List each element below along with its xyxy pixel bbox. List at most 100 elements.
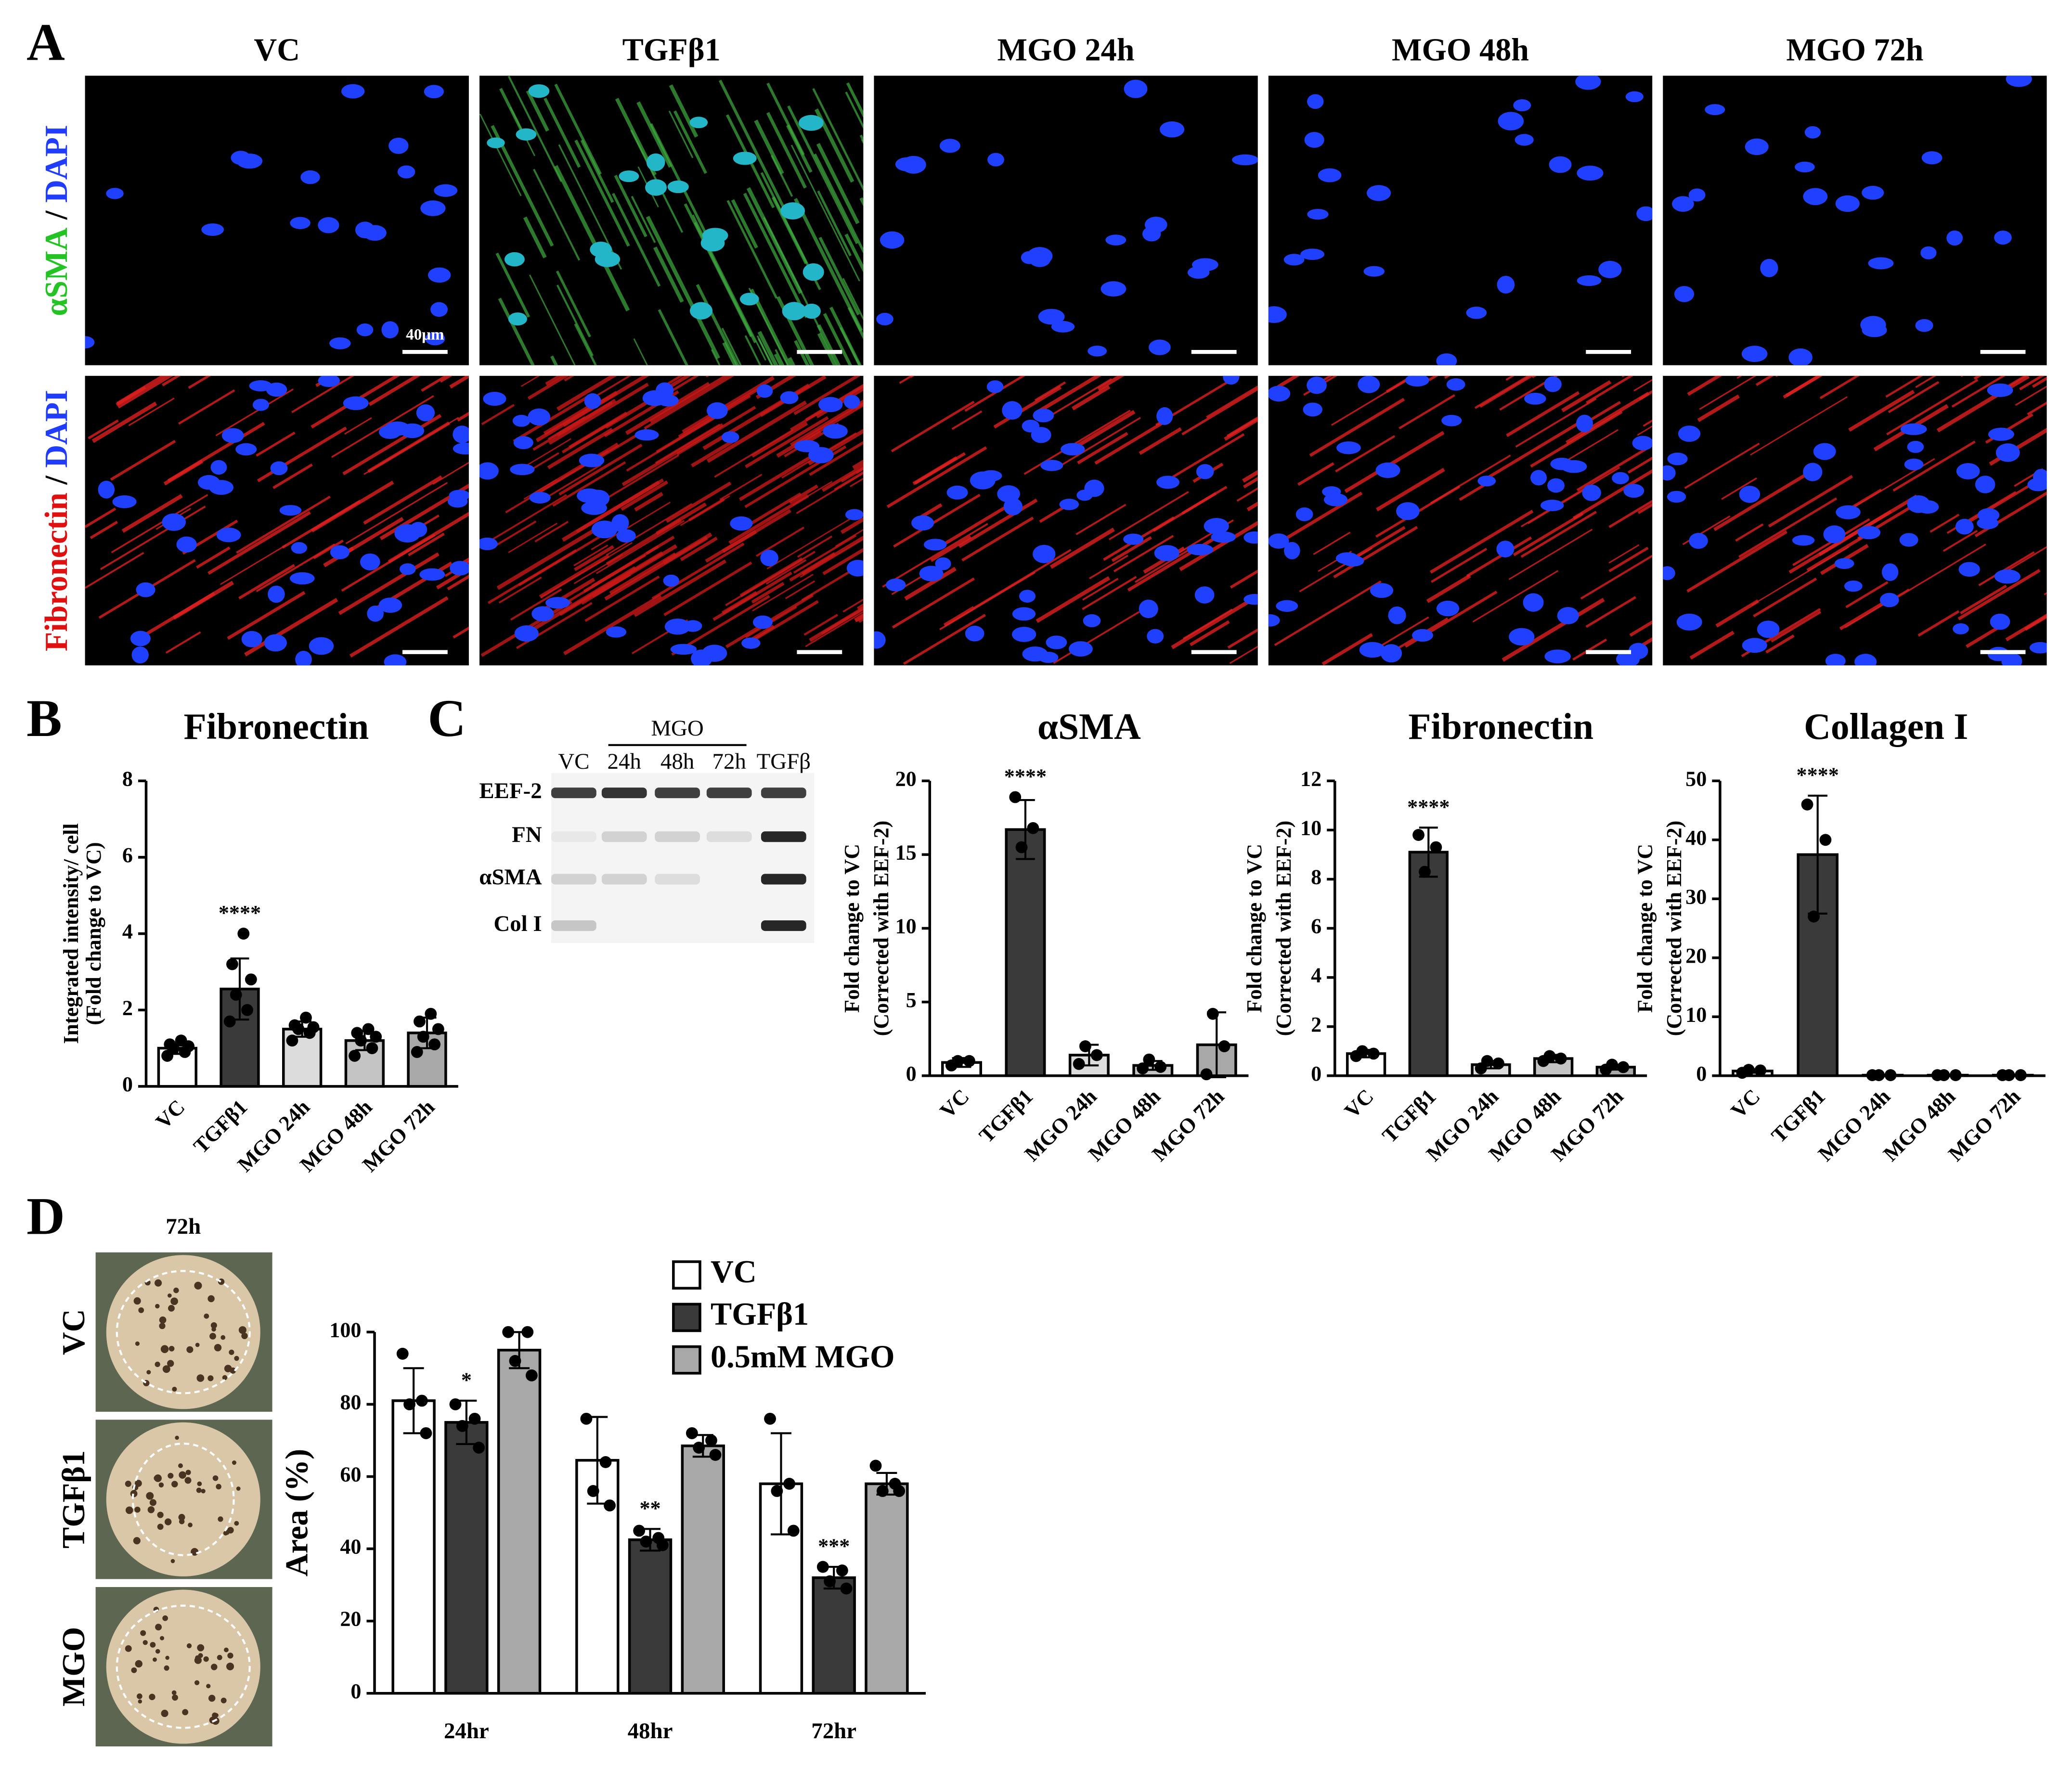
fiber [1230,569,1258,589]
x-tick-label: 24hr [444,1718,489,1743]
spheroid [185,1470,191,1475]
fiber [1155,375,1241,426]
nucleus [290,572,315,585]
nucleus [434,184,458,197]
y-tick-label: 80 [340,1390,361,1414]
data-point [509,1355,521,1367]
fiber [841,466,864,483]
x-tick-label: TGFβ1 [974,1085,1037,1148]
protein-label: EEF-2 [479,778,542,803]
tile-content [1268,375,1653,666]
tile-bg [1663,76,2047,365]
spheroid [194,1656,202,1664]
y-tick-label: 10 [1300,816,1321,840]
fiber [1738,497,1838,558]
bar [1005,828,1046,1077]
nucleus [1358,375,1380,393]
nucleus [397,165,415,179]
data-point [403,1398,415,1410]
fiber [718,79,785,207]
nucleus [1544,649,1571,663]
y-tick-label: 2 [122,996,133,1020]
spheroid [157,1511,164,1518]
data-point [1543,1050,1556,1062]
fiber [854,613,864,622]
spheroid [138,1699,142,1704]
spheroid [155,1361,160,1368]
spheroid [135,1341,140,1346]
nucleus [645,179,667,196]
fiber [162,375,181,387]
nucleus [216,528,241,542]
bar [444,1421,489,1695]
fiber [574,140,630,247]
nucleus [1367,185,1391,201]
spheroid [217,1654,222,1660]
fiber [1721,477,1757,500]
data-point [1073,1058,1085,1070]
fiber [558,443,643,496]
fiber [903,614,986,665]
nucleus [1268,306,1287,323]
fiber [338,552,440,615]
nucleus [1541,500,1564,511]
fiber [1070,410,1136,452]
spheroid [125,1506,133,1514]
nucleus [741,637,761,649]
nucleus [1211,531,1236,543]
nucleus [1300,248,1324,260]
nucleus [1745,138,1769,155]
fiber [1226,416,1258,438]
nucleus [1575,76,1601,90]
fiber [1839,598,1890,631]
spheroid [196,1374,205,1382]
fiber [1715,599,1760,628]
nucleus [939,139,960,153]
nucleus [363,225,387,241]
spheroid [207,1375,214,1382]
fiber [818,236,860,316]
data-point [432,1023,444,1035]
nucleus [1672,196,1694,212]
nucleus [803,263,824,281]
data-point [362,1023,375,1035]
spheroid [214,1343,222,1352]
nucleus [1033,544,1056,563]
spheroid [155,1279,162,1287]
fiber [631,195,656,243]
legend-swatch [672,1345,701,1375]
bar [865,1482,909,1695]
data-point [640,1536,652,1548]
fiber [1376,467,1445,512]
spheroid [149,1693,155,1700]
fiber [238,564,295,600]
protein-label: FN [512,822,542,847]
data-point [1079,1040,1091,1052]
fiber [899,375,914,384]
nucleus [1412,629,1433,642]
nucleus [1363,266,1385,277]
nucleus [420,200,446,216]
nucleus [1705,104,1725,116]
nucleus [701,645,727,662]
data-point [952,1055,964,1067]
fiber [1429,509,1534,574]
fiber [552,461,626,507]
fiber [1629,620,1653,637]
fiber [634,559,726,617]
blot-group-label: MGO [651,716,703,741]
fiber [823,313,852,365]
nucleus [1676,613,1702,631]
fiber [1628,637,1653,655]
nucleus [528,84,550,98]
fiber [765,559,807,585]
nucleus [1803,463,1823,481]
x-tick-label: VC [935,1085,974,1123]
outline [116,1604,251,1729]
fiber [1431,548,1488,583]
micrograph [1663,375,2047,666]
lane-label: 72h [712,749,746,774]
spheroid [175,1435,179,1440]
fiber [746,187,803,294]
fiber [529,274,576,365]
